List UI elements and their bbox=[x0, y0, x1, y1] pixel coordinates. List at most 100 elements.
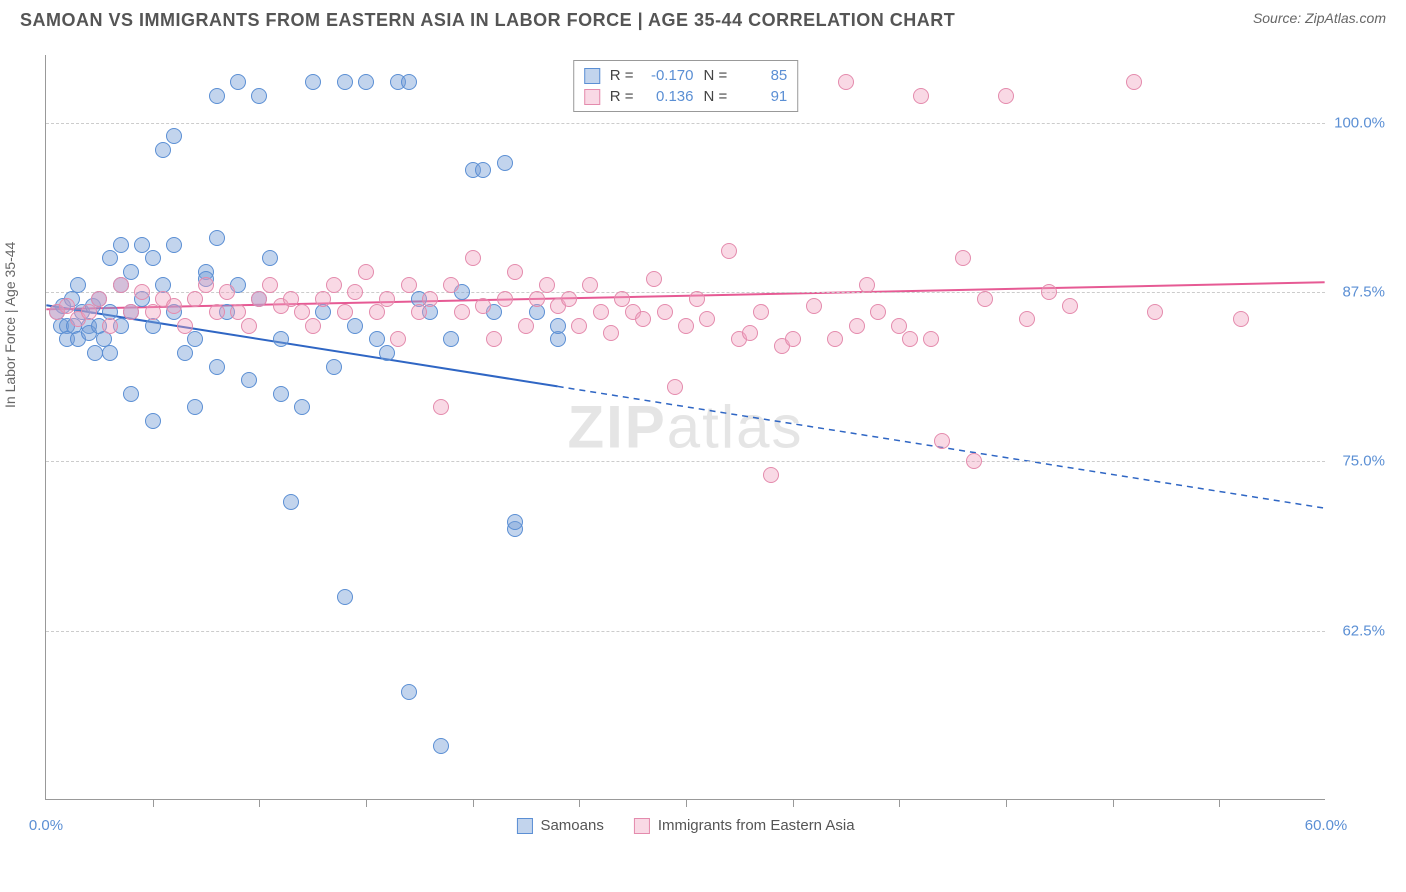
data-point bbox=[806, 298, 822, 314]
y-tick-label: 62.5% bbox=[1342, 622, 1385, 639]
stat-legend-row: R = 0.136 N = 91 bbox=[584, 86, 788, 107]
data-point bbox=[859, 277, 875, 293]
data-point bbox=[411, 304, 427, 320]
source-label: Source: ZipAtlas.com bbox=[1253, 10, 1386, 26]
data-point bbox=[635, 311, 651, 327]
series-legend: Samoans Immigrants from Eastern Asia bbox=[516, 817, 854, 834]
data-point bbox=[187, 331, 203, 347]
stat-n-value: 91 bbox=[737, 88, 787, 105]
stat-r-label: R = bbox=[610, 88, 634, 105]
legend-item: Samoans bbox=[516, 817, 603, 834]
data-point bbox=[187, 291, 203, 307]
data-point bbox=[465, 250, 481, 266]
correlation-legend: R =-0.170N =85R =0.136N =91 bbox=[573, 60, 799, 112]
legend-swatch bbox=[584, 68, 600, 84]
stat-r-value: 0.136 bbox=[644, 88, 694, 105]
data-point bbox=[145, 413, 161, 429]
data-point bbox=[561, 291, 577, 307]
data-point bbox=[187, 399, 203, 415]
data-point bbox=[977, 291, 993, 307]
data-point bbox=[102, 345, 118, 361]
data-point bbox=[123, 386, 139, 402]
data-point bbox=[433, 738, 449, 754]
data-point bbox=[1062, 298, 1078, 314]
x-tick bbox=[579, 799, 580, 807]
data-point bbox=[134, 237, 150, 253]
data-point bbox=[283, 291, 299, 307]
data-point bbox=[849, 318, 865, 334]
data-point bbox=[1019, 311, 1035, 327]
data-point bbox=[177, 318, 193, 334]
data-point bbox=[401, 277, 417, 293]
data-point bbox=[294, 399, 310, 415]
y-tick-label: 87.5% bbox=[1342, 284, 1385, 301]
data-point bbox=[337, 589, 353, 605]
data-point bbox=[443, 331, 459, 347]
data-point bbox=[262, 277, 278, 293]
data-point bbox=[913, 88, 929, 104]
data-point bbox=[902, 331, 918, 347]
data-point bbox=[827, 331, 843, 347]
data-point bbox=[603, 325, 619, 341]
data-point bbox=[497, 291, 513, 307]
data-point bbox=[379, 345, 395, 361]
gridline-h bbox=[46, 631, 1325, 632]
data-point bbox=[209, 359, 225, 375]
data-point bbox=[689, 291, 705, 307]
stat-n-label: N = bbox=[704, 88, 728, 105]
stat-r-value: -0.170 bbox=[644, 67, 694, 84]
data-point bbox=[955, 250, 971, 266]
watermark: ZIPatlas bbox=[567, 393, 803, 462]
x-tick bbox=[473, 799, 474, 807]
legend-label: Samoans bbox=[540, 817, 603, 834]
data-point bbox=[166, 298, 182, 314]
legend-item: Immigrants from Eastern Asia bbox=[634, 817, 855, 834]
data-point bbox=[401, 684, 417, 700]
data-point bbox=[763, 467, 779, 483]
chart-header: SAMOAN VS IMMIGRANTS FROM EASTERN ASIA I… bbox=[0, 0, 1406, 36]
data-point bbox=[251, 88, 267, 104]
data-point bbox=[198, 277, 214, 293]
data-point bbox=[699, 311, 715, 327]
data-point bbox=[923, 331, 939, 347]
data-point bbox=[102, 318, 118, 334]
x-tick bbox=[153, 799, 154, 807]
data-point bbox=[721, 243, 737, 259]
data-point bbox=[219, 284, 235, 300]
data-point bbox=[273, 386, 289, 402]
data-point bbox=[113, 277, 129, 293]
data-point bbox=[145, 304, 161, 320]
data-point bbox=[486, 331, 502, 347]
data-point bbox=[326, 277, 342, 293]
data-point bbox=[87, 345, 103, 361]
legend-label: Immigrants from Eastern Asia bbox=[658, 817, 855, 834]
y-axis-label: In Labor Force | Age 35-44 bbox=[2, 242, 18, 408]
data-point bbox=[177, 345, 193, 361]
data-point bbox=[475, 298, 491, 314]
data-point bbox=[91, 291, 107, 307]
data-point bbox=[998, 88, 1014, 104]
x-tick bbox=[259, 799, 260, 807]
data-point bbox=[230, 74, 246, 90]
chart-title: SAMOAN VS IMMIGRANTS FROM EASTERN ASIA I… bbox=[20, 10, 955, 31]
data-point bbox=[1041, 284, 1057, 300]
data-point bbox=[742, 325, 758, 341]
data-point bbox=[145, 250, 161, 266]
data-point bbox=[422, 291, 438, 307]
data-point bbox=[209, 230, 225, 246]
trend-lines-layer bbox=[46, 55, 1325, 799]
data-point bbox=[1147, 304, 1163, 320]
data-point bbox=[315, 291, 331, 307]
data-point bbox=[870, 304, 886, 320]
gridline-h bbox=[46, 461, 1325, 462]
data-point bbox=[379, 291, 395, 307]
data-point bbox=[891, 318, 907, 334]
stat-n-label: N = bbox=[704, 67, 728, 84]
x-tick bbox=[1219, 799, 1220, 807]
chart-plot-area: ZIPatlas R =-0.170N =85R =0.136N =91 Sam… bbox=[45, 55, 1325, 800]
data-point bbox=[646, 271, 662, 287]
data-point bbox=[934, 433, 950, 449]
data-point bbox=[209, 88, 225, 104]
data-point bbox=[113, 237, 129, 253]
data-point bbox=[123, 304, 139, 320]
